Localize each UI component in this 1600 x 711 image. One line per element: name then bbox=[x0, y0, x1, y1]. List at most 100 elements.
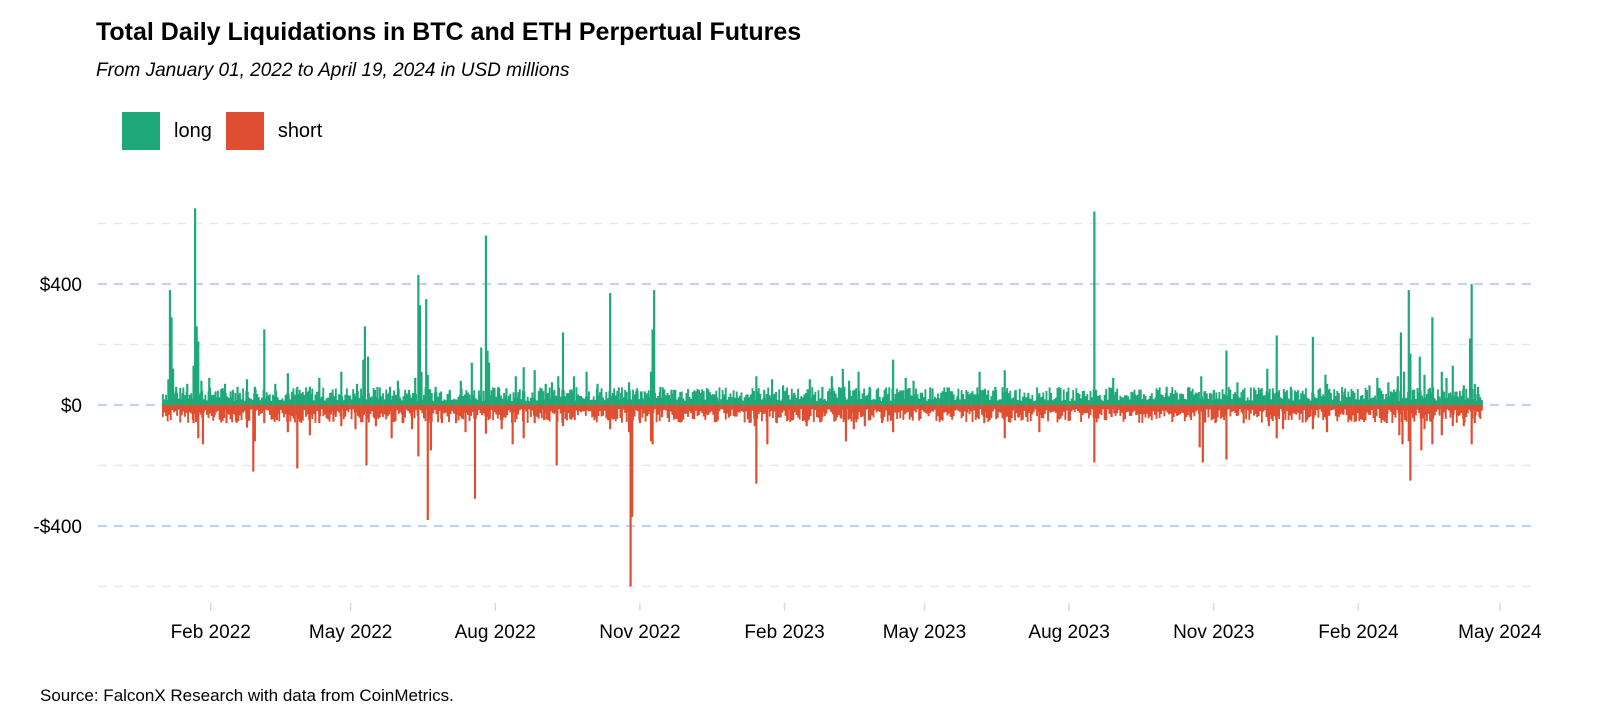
bar-short bbox=[983, 405, 986, 424]
bar-short bbox=[638, 405, 642, 424]
bar-long-base bbox=[564, 396, 567, 405]
bar-long-base bbox=[767, 387, 770, 405]
bar-long-base bbox=[371, 396, 373, 405]
bar-short bbox=[1420, 405, 1423, 451]
bar-short-base bbox=[495, 405, 498, 415]
bar-long-base bbox=[1190, 391, 1193, 405]
bar-long bbox=[1470, 284, 1473, 405]
bar-short-base bbox=[1053, 405, 1056, 412]
bar-short bbox=[561, 405, 565, 427]
x-tick-label: May 2022 bbox=[309, 622, 392, 643]
bar-short-base bbox=[1418, 405, 1420, 413]
bar-short bbox=[965, 405, 969, 413]
bar-long-base bbox=[272, 394, 274, 405]
bar-short-base bbox=[361, 405, 364, 423]
bar-long-base bbox=[267, 395, 270, 405]
bar-long-base bbox=[1333, 389, 1336, 405]
bar-long-base bbox=[1229, 389, 1232, 405]
bar-short-base bbox=[709, 405, 711, 413]
bar-short-base bbox=[1425, 405, 1428, 422]
bar-long-base bbox=[971, 391, 974, 405]
bar-short-base bbox=[303, 405, 306, 411]
bar-short-base bbox=[1229, 405, 1232, 417]
bar-short-base bbox=[567, 405, 570, 414]
bar-short-base bbox=[1062, 405, 1065, 412]
bar-short-base bbox=[1130, 405, 1133, 417]
bar-long-base bbox=[738, 395, 741, 405]
legend-label-long: long bbox=[174, 119, 212, 142]
bar-short-base bbox=[849, 405, 851, 419]
bar-short-base bbox=[1084, 405, 1087, 414]
bar-short-base bbox=[1204, 405, 1207, 423]
bar-long-base bbox=[1119, 395, 1122, 405]
bar-short-base bbox=[1029, 405, 1032, 422]
bar-short bbox=[374, 405, 378, 427]
bar-long-base bbox=[683, 400, 686, 405]
bar-short-base bbox=[889, 405, 892, 421]
bar-short-base bbox=[1061, 405, 1064, 416]
bar-short-base bbox=[265, 405, 268, 411]
bar-long-base bbox=[1231, 398, 1233, 405]
bar-long bbox=[1407, 290, 1410, 405]
bar-short-base bbox=[913, 405, 916, 411]
bar-long bbox=[197, 341, 200, 405]
x-tick-label: May 2023 bbox=[883, 622, 966, 643]
bar-short-base bbox=[682, 405, 685, 420]
bar-long-base bbox=[731, 397, 733, 405]
bar-short-base bbox=[922, 405, 925, 412]
bar-short-base bbox=[732, 405, 735, 416]
bar-long-base bbox=[542, 391, 545, 405]
bar-short-base bbox=[1438, 405, 1441, 416]
x-tick-label: Nov 2022 bbox=[599, 622, 680, 643]
bar-short-base bbox=[657, 405, 660, 415]
bar-short-base bbox=[1366, 405, 1369, 413]
bar-long-base bbox=[718, 387, 721, 405]
bar-short-base bbox=[671, 405, 674, 415]
bar-long-base bbox=[512, 392, 515, 405]
bar-short-base bbox=[1333, 405, 1336, 410]
bar-short-base bbox=[267, 405, 270, 411]
bar-long bbox=[186, 383, 189, 405]
bar-long-base bbox=[886, 394, 889, 405]
bar-short-base bbox=[1177, 405, 1180, 416]
bar-long-base bbox=[594, 399, 597, 405]
bar-short bbox=[197, 405, 200, 439]
bar-long-base bbox=[1414, 398, 1417, 405]
bar-short-base bbox=[1161, 405, 1164, 411]
bar-short-base bbox=[174, 405, 177, 412]
bar-short-base bbox=[1072, 405, 1075, 410]
bar-long-base bbox=[685, 392, 688, 405]
bar-short-base bbox=[1314, 405, 1317, 416]
bar-short-base bbox=[1320, 405, 1323, 412]
bar-short-base bbox=[1245, 405, 1248, 420]
bar-short-base bbox=[1119, 405, 1122, 417]
bar-long-base bbox=[526, 396, 529, 405]
bar-short-base bbox=[622, 405, 625, 410]
bar-long-base bbox=[1251, 400, 1254, 405]
bar-long-base bbox=[374, 389, 377, 405]
bar-long-base bbox=[323, 400, 326, 405]
bar-long-base bbox=[966, 391, 969, 405]
bar-short-base bbox=[764, 405, 766, 414]
bar-short-base bbox=[240, 405, 243, 421]
bar-long-base bbox=[1182, 394, 1185, 405]
bar-long-base bbox=[1138, 389, 1141, 405]
bar-long-base bbox=[1232, 394, 1235, 405]
bar-short-base bbox=[449, 405, 452, 414]
bar-short-base bbox=[1120, 405, 1123, 413]
bar-long-base bbox=[382, 393, 384, 405]
bar-long bbox=[848, 380, 851, 405]
bar-long-base bbox=[473, 390, 476, 405]
bar-long-base bbox=[745, 394, 748, 405]
bar-short-base bbox=[1481, 405, 1483, 411]
bar-short-base bbox=[1032, 405, 1035, 412]
bar-short-base bbox=[621, 405, 623, 423]
bar-long-base bbox=[965, 389, 968, 405]
bar-short-base bbox=[625, 405, 628, 422]
bar-long-base bbox=[812, 394, 815, 405]
bar-short-base bbox=[1317, 405, 1320, 418]
bar-long-base bbox=[1366, 390, 1369, 405]
bar-short-base bbox=[1256, 405, 1259, 418]
bar-short-base bbox=[1220, 405, 1222, 419]
bar-short-base bbox=[452, 405, 455, 414]
